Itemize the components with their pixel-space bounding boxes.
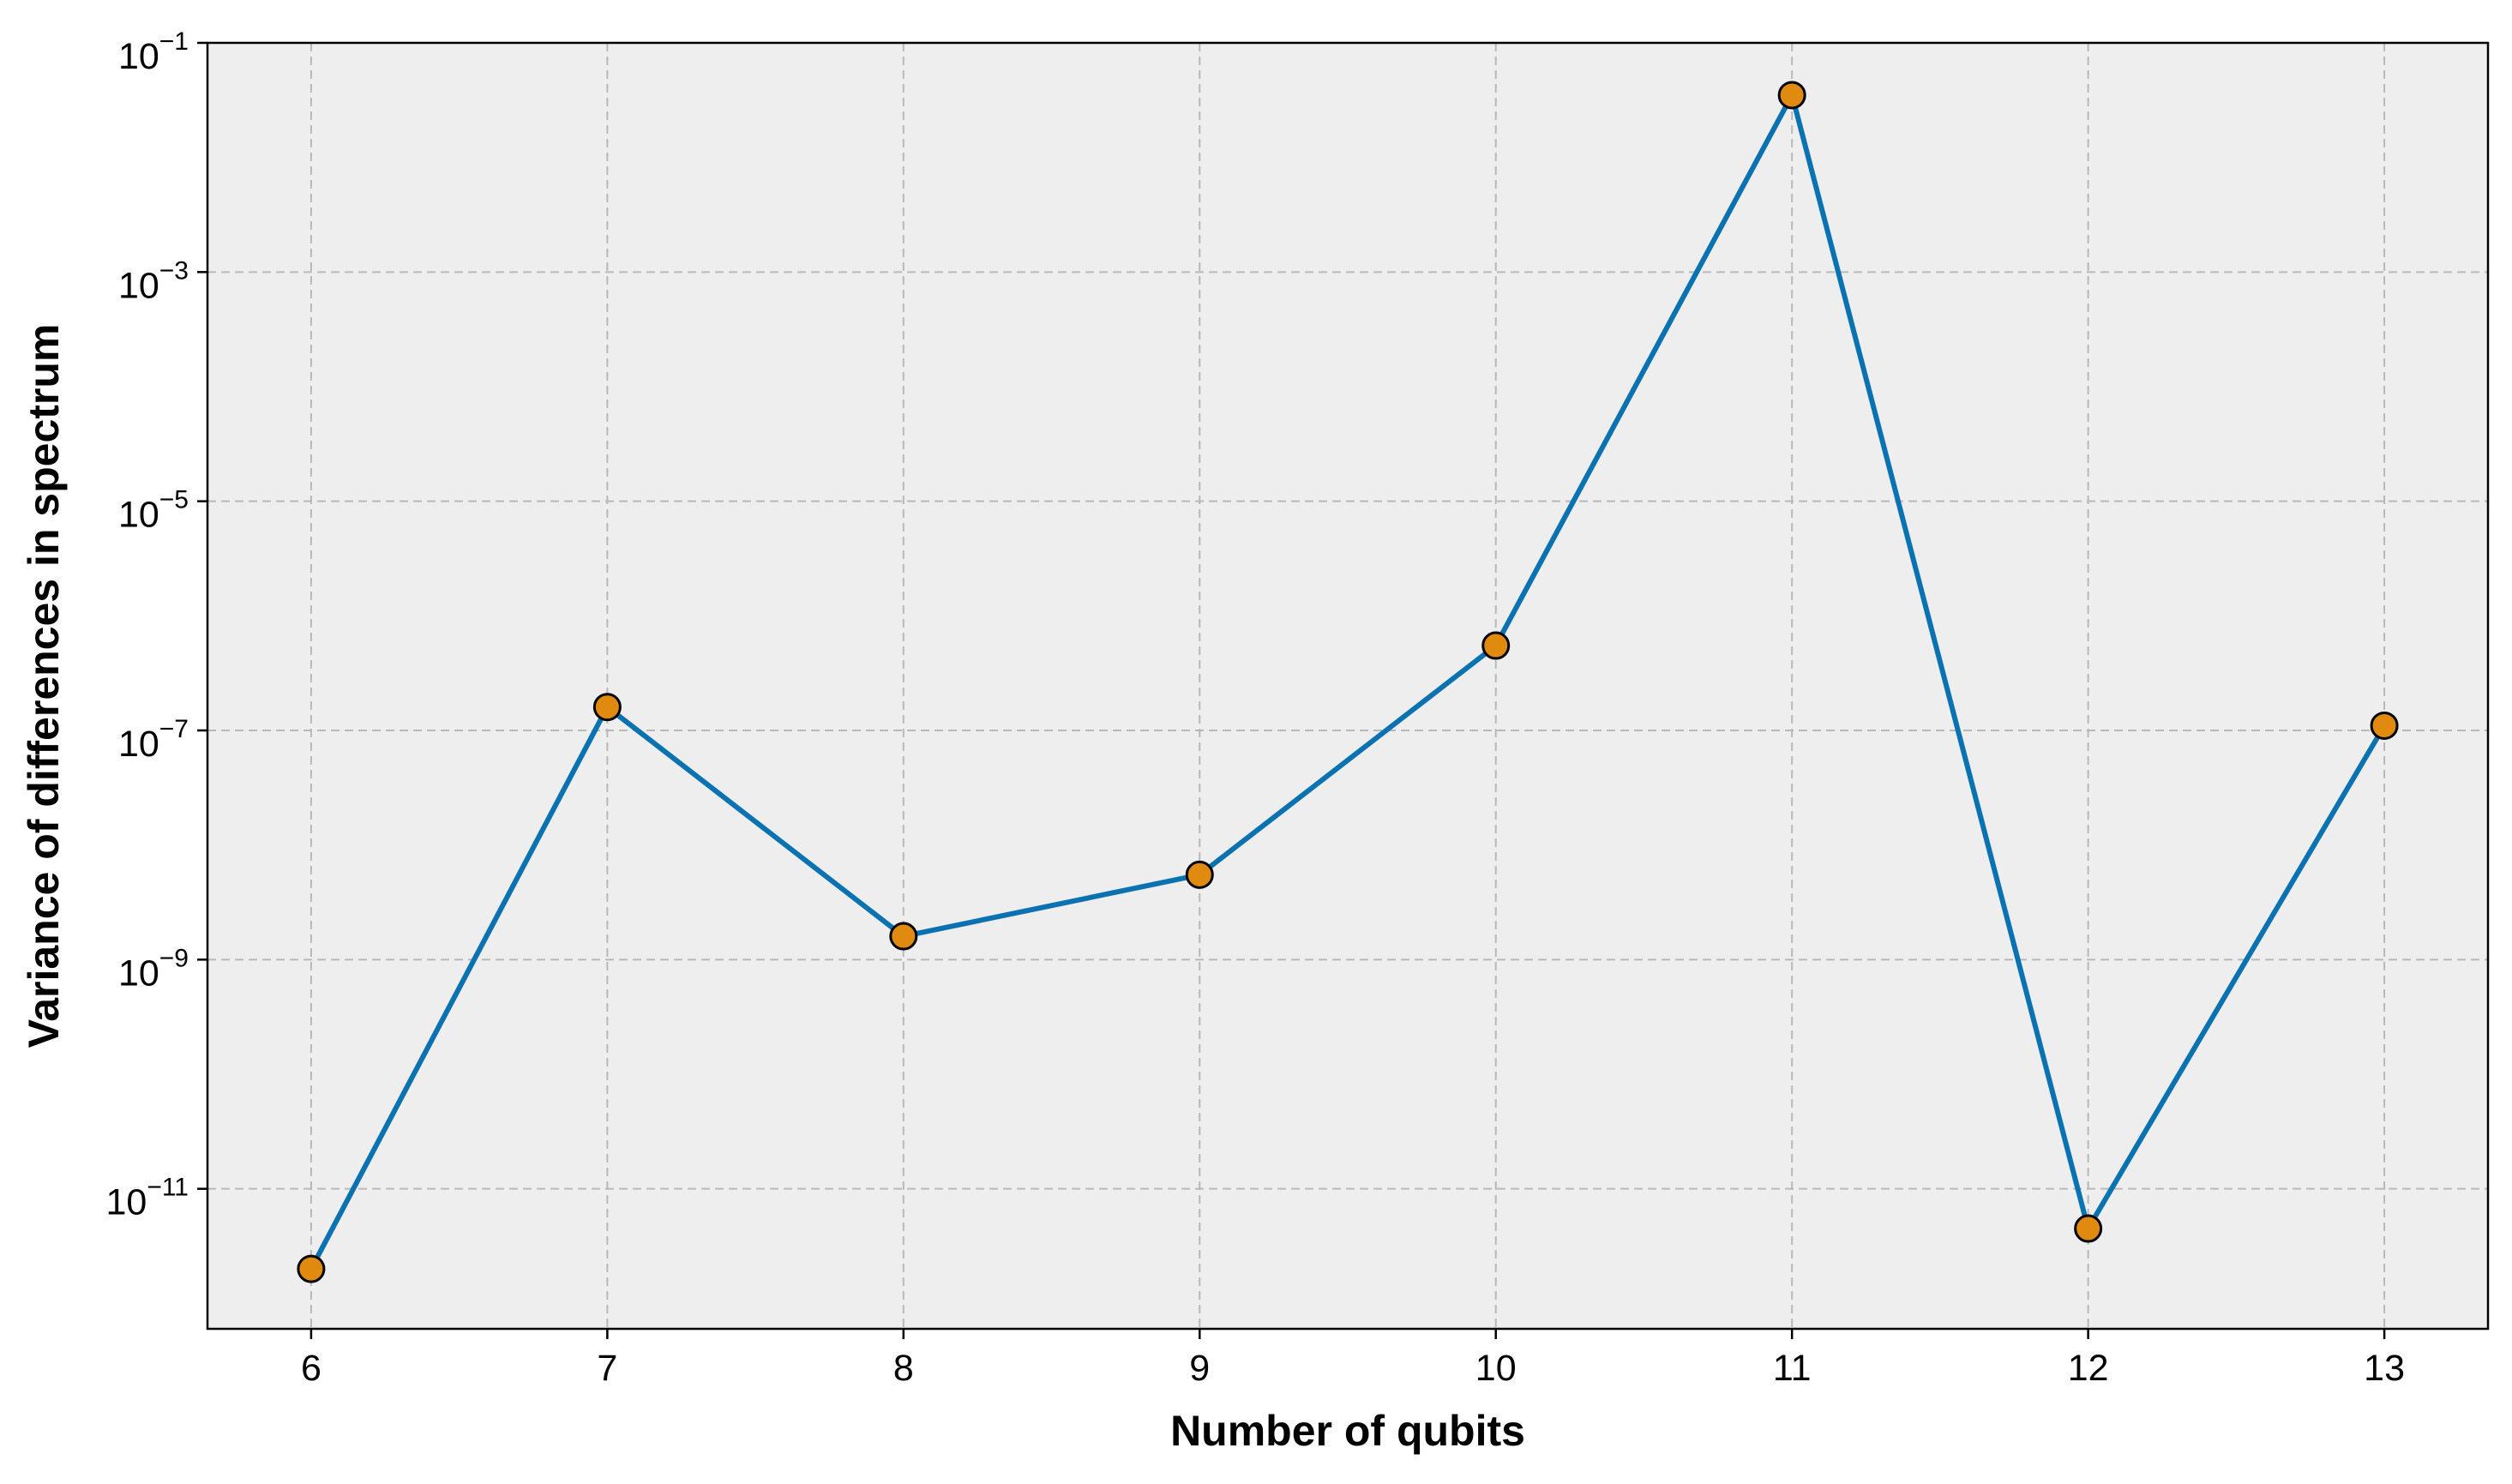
- data-point: [2074, 1214, 2103, 1243]
- x-tick-label: 13: [2364, 1348, 2405, 1389]
- series-line: [309, 92, 2387, 1271]
- data-point: [1185, 860, 1214, 889]
- data-point: [592, 693, 622, 722]
- data-point: [2370, 711, 2399, 740]
- y-tick-label: 10−9: [118, 944, 189, 994]
- x-axis-label: Number of qubits: [1170, 1407, 1525, 1455]
- data-point: [889, 922, 918, 951]
- y-tick-label: 10−5: [118, 486, 189, 536]
- y-axis-label: Variance of differences in spectrum: [20, 324, 68, 1048]
- data-point: [297, 1254, 326, 1283]
- plot-background: [207, 43, 2488, 1329]
- x-tick-label: 9: [1189, 1348, 1210, 1389]
- x-tick-label: 10: [1475, 1348, 1517, 1389]
- x-tick-label: 11: [1773, 1348, 1812, 1389]
- y-tick-label: 10−7: [118, 715, 189, 765]
- y-tick-label: 10−3: [118, 256, 189, 306]
- y-tick-label: 10−1: [118, 27, 189, 77]
- data-point: [1481, 631, 1511, 660]
- x-tick-label: 6: [301, 1348, 322, 1389]
- x-tick-label: 8: [893, 1348, 914, 1389]
- series-layer: [297, 81, 2399, 1283]
- data-point: [1777, 81, 1806, 110]
- axis-ticks: 6 7 8 9 10 11 12 13 10−1 10−3 10−5 10−7 10−9 10−11: [105, 27, 2405, 1389]
- plot-frame: [206, 41, 2490, 1331]
- x-tick-label: 12: [2068, 1348, 2109, 1389]
- x-tick-label: 7: [597, 1348, 617, 1389]
- y-tick-label: 10−11: [105, 1174, 189, 1223]
